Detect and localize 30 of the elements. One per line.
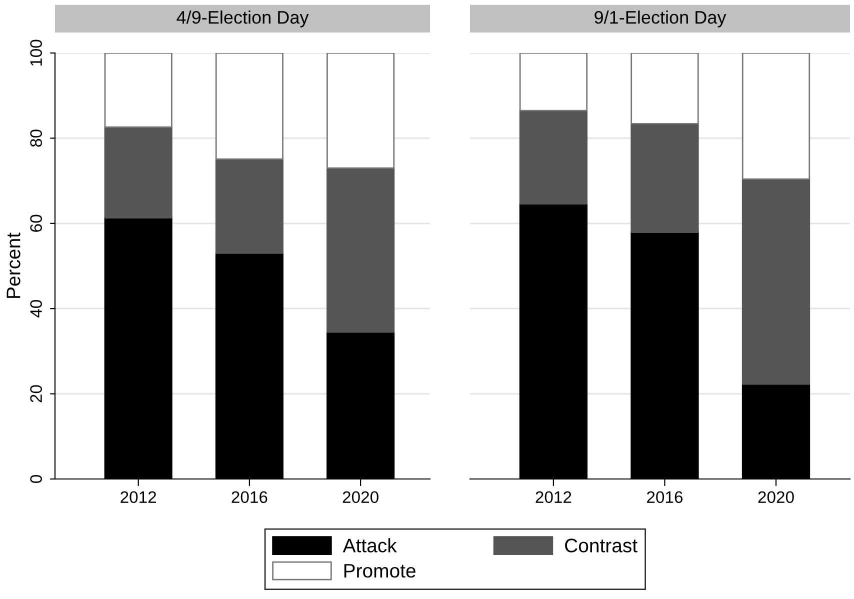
y-tick-label: 60 xyxy=(30,214,42,232)
bar xyxy=(104,126,172,219)
bar xyxy=(326,167,395,333)
bar xyxy=(742,53,810,180)
legend-label: Attack xyxy=(342,538,397,552)
chart-title: 4/9-Election Day xyxy=(176,10,309,28)
bar xyxy=(519,53,588,112)
y-tick-label: 40 xyxy=(30,300,42,318)
legend-label: Contrast xyxy=(565,538,638,552)
bar xyxy=(630,123,699,234)
x-tick-label: 2020 xyxy=(758,491,794,504)
chart-title: 9/1-Election Day xyxy=(594,10,726,28)
x-tick-label: 2016 xyxy=(232,491,268,504)
x-tick-label: 2012 xyxy=(536,491,572,504)
bar xyxy=(104,53,172,128)
y-tick-label: 100 xyxy=(30,40,42,66)
x-tick-label: 2012 xyxy=(120,491,156,504)
bar xyxy=(326,53,395,169)
x-tick-label: 2020 xyxy=(342,491,378,504)
y-tick-label: 80 xyxy=(30,130,42,147)
y-tick-label: 20 xyxy=(30,385,42,402)
y-axis-title: Percent xyxy=(6,232,20,298)
x-tick-label: 2016 xyxy=(647,491,683,504)
bar xyxy=(519,110,588,204)
legend-label: Promote xyxy=(344,564,416,578)
bar xyxy=(630,53,699,124)
bar xyxy=(742,178,810,385)
bar xyxy=(215,53,284,160)
y-tick-label: 0 xyxy=(30,475,42,483)
bar xyxy=(215,158,284,254)
